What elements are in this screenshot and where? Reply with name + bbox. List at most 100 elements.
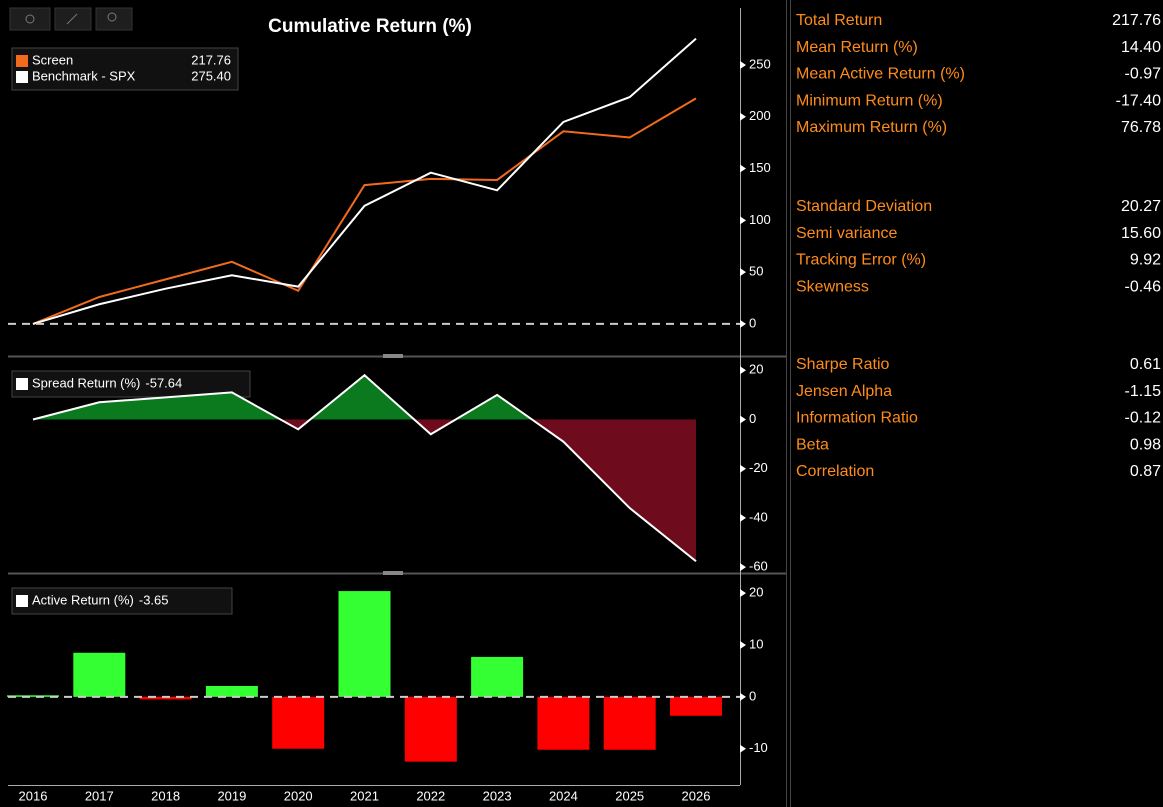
crosshair-icon [25, 14, 35, 24]
y-tick-mark [740, 268, 746, 277]
legend [11, 47, 239, 91]
y-tick-mark [740, 563, 746, 572]
stat-value: 0.87 [1130, 463, 1161, 480]
x-tick-label: 2019 [217, 788, 246, 803]
stat-value: 15.60 [1121, 225, 1161, 242]
x-tick-label: 2021 [350, 788, 379, 803]
stat-label: Total Return [796, 12, 882, 29]
x-tick-label: 2020 [284, 788, 313, 803]
y-tick-mark [740, 513, 746, 522]
x-tick-label: 2024 [549, 788, 578, 803]
bar [73, 652, 126, 697]
y-tick-mark [740, 112, 746, 121]
bar [205, 685, 258, 697]
y-tick-label: 250 [749, 56, 771, 71]
legend-swatch [16, 71, 28, 83]
y-tick-label: -20 [749, 460, 768, 475]
stat-label: Beta [796, 436, 829, 453]
stat-value: 0.98 [1130, 436, 1161, 453]
draw-button[interactable] [54, 7, 92, 31]
stat-label: Correlation [796, 463, 874, 480]
legend-value: 217.76 [191, 52, 231, 67]
x-tick-label: 2026 [682, 788, 711, 803]
zoom-icon [107, 12, 117, 22]
y-tick-mark [740, 60, 746, 69]
panel-handle[interactable] [383, 571, 403, 575]
y-tick-label: 50 [749, 264, 763, 279]
chart-title: Cumulative Return (%) [268, 16, 472, 37]
stat-value: -1.15 [1125, 383, 1162, 400]
stat-label: Mean Return (%) [796, 39, 918, 56]
y-tick-mark [740, 641, 746, 649]
stat-label: Information Ratio [796, 410, 918, 427]
legend-value: 275.40 [191, 68, 231, 83]
legend-swatch [16, 595, 28, 607]
stat-value: -0.97 [1125, 66, 1162, 83]
line-series [32, 97, 697, 325]
y-tick-label: 20 [749, 585, 763, 600]
legend-value: -57.64 [145, 375, 182, 390]
y-tick-label: 0 [749, 411, 756, 426]
legend-label: Benchmark - SPX [32, 68, 136, 83]
legend-label: Screen [32, 52, 73, 67]
bar [338, 591, 391, 697]
legend [11, 370, 251, 398]
x-tick-label: 2017 [85, 788, 114, 803]
y-tick-label: -60 [749, 559, 768, 574]
stat-label: Tracking Error (%) [796, 252, 926, 269]
toolbar [9, 7, 133, 31]
stat-label: Jensen Alpha [796, 383, 892, 400]
bar [537, 696, 590, 750]
y-tick-mark [740, 589, 746, 598]
stat-value: 76.78 [1121, 119, 1161, 136]
y-tick-mark [740, 464, 746, 473]
stat-value: -0.46 [1125, 278, 1162, 295]
legend [11, 587, 233, 615]
bar [7, 695, 59, 697]
stat-value: 14.40 [1121, 39, 1161, 56]
stat-value: -0.12 [1125, 410, 1162, 427]
y-tick-mark [740, 744, 746, 753]
y-tick-label: 100 [749, 212, 771, 227]
crosshair-button[interactable] [9, 7, 51, 31]
stat-value: -17.40 [1116, 92, 1161, 109]
bar [471, 656, 524, 697]
x-tick-label: 2018 [151, 788, 180, 803]
y-tick-label: 200 [749, 108, 771, 123]
legend-value: -3.65 [139, 592, 169, 607]
stat-value: 9.92 [1130, 252, 1161, 269]
y-tick-mark [740, 366, 746, 375]
legend-swatch [16, 378, 28, 390]
x-tick-label: 2022 [416, 788, 445, 803]
y-tick-label: 20 [749, 362, 763, 377]
y-tick-label: -40 [749, 509, 768, 524]
y-tick-label: 10 [749, 636, 763, 651]
x-tick-label: 2025 [615, 788, 644, 803]
bar [603, 696, 656, 750]
y-tick-label: -10 [749, 740, 768, 755]
stat-label: Mean Active Return (%) [796, 66, 965, 83]
stat-label: Semi variance [796, 225, 897, 242]
y-tick-mark [740, 216, 746, 225]
bar [139, 696, 192, 700]
stat-value: 20.27 [1121, 198, 1161, 215]
stat-value: 217.76 [1112, 12, 1161, 29]
stat-label: Sharpe Ratio [796, 356, 889, 373]
stat-label: Skewness [796, 278, 869, 295]
draw-icon [66, 13, 78, 25]
panel-handle[interactable] [383, 354, 403, 358]
zoom-button[interactable] [95, 7, 133, 31]
bar [404, 696, 457, 762]
legend-label: Spread Return (%) [32, 375, 140, 390]
y-tick-label: 0 [749, 315, 756, 330]
y-tick-mark [740, 319, 746, 328]
legend-swatch [16, 55, 28, 67]
line-series [32, 37, 697, 325]
stat-value: 0.61 [1130, 356, 1161, 373]
x-tick-label: 2016 [19, 788, 48, 803]
stat-label: Standard Deviation [796, 198, 932, 215]
legend-label: Active Return (%) [32, 592, 134, 607]
x-tick-label: 2023 [483, 788, 512, 803]
area-negative [33, 419, 696, 562]
